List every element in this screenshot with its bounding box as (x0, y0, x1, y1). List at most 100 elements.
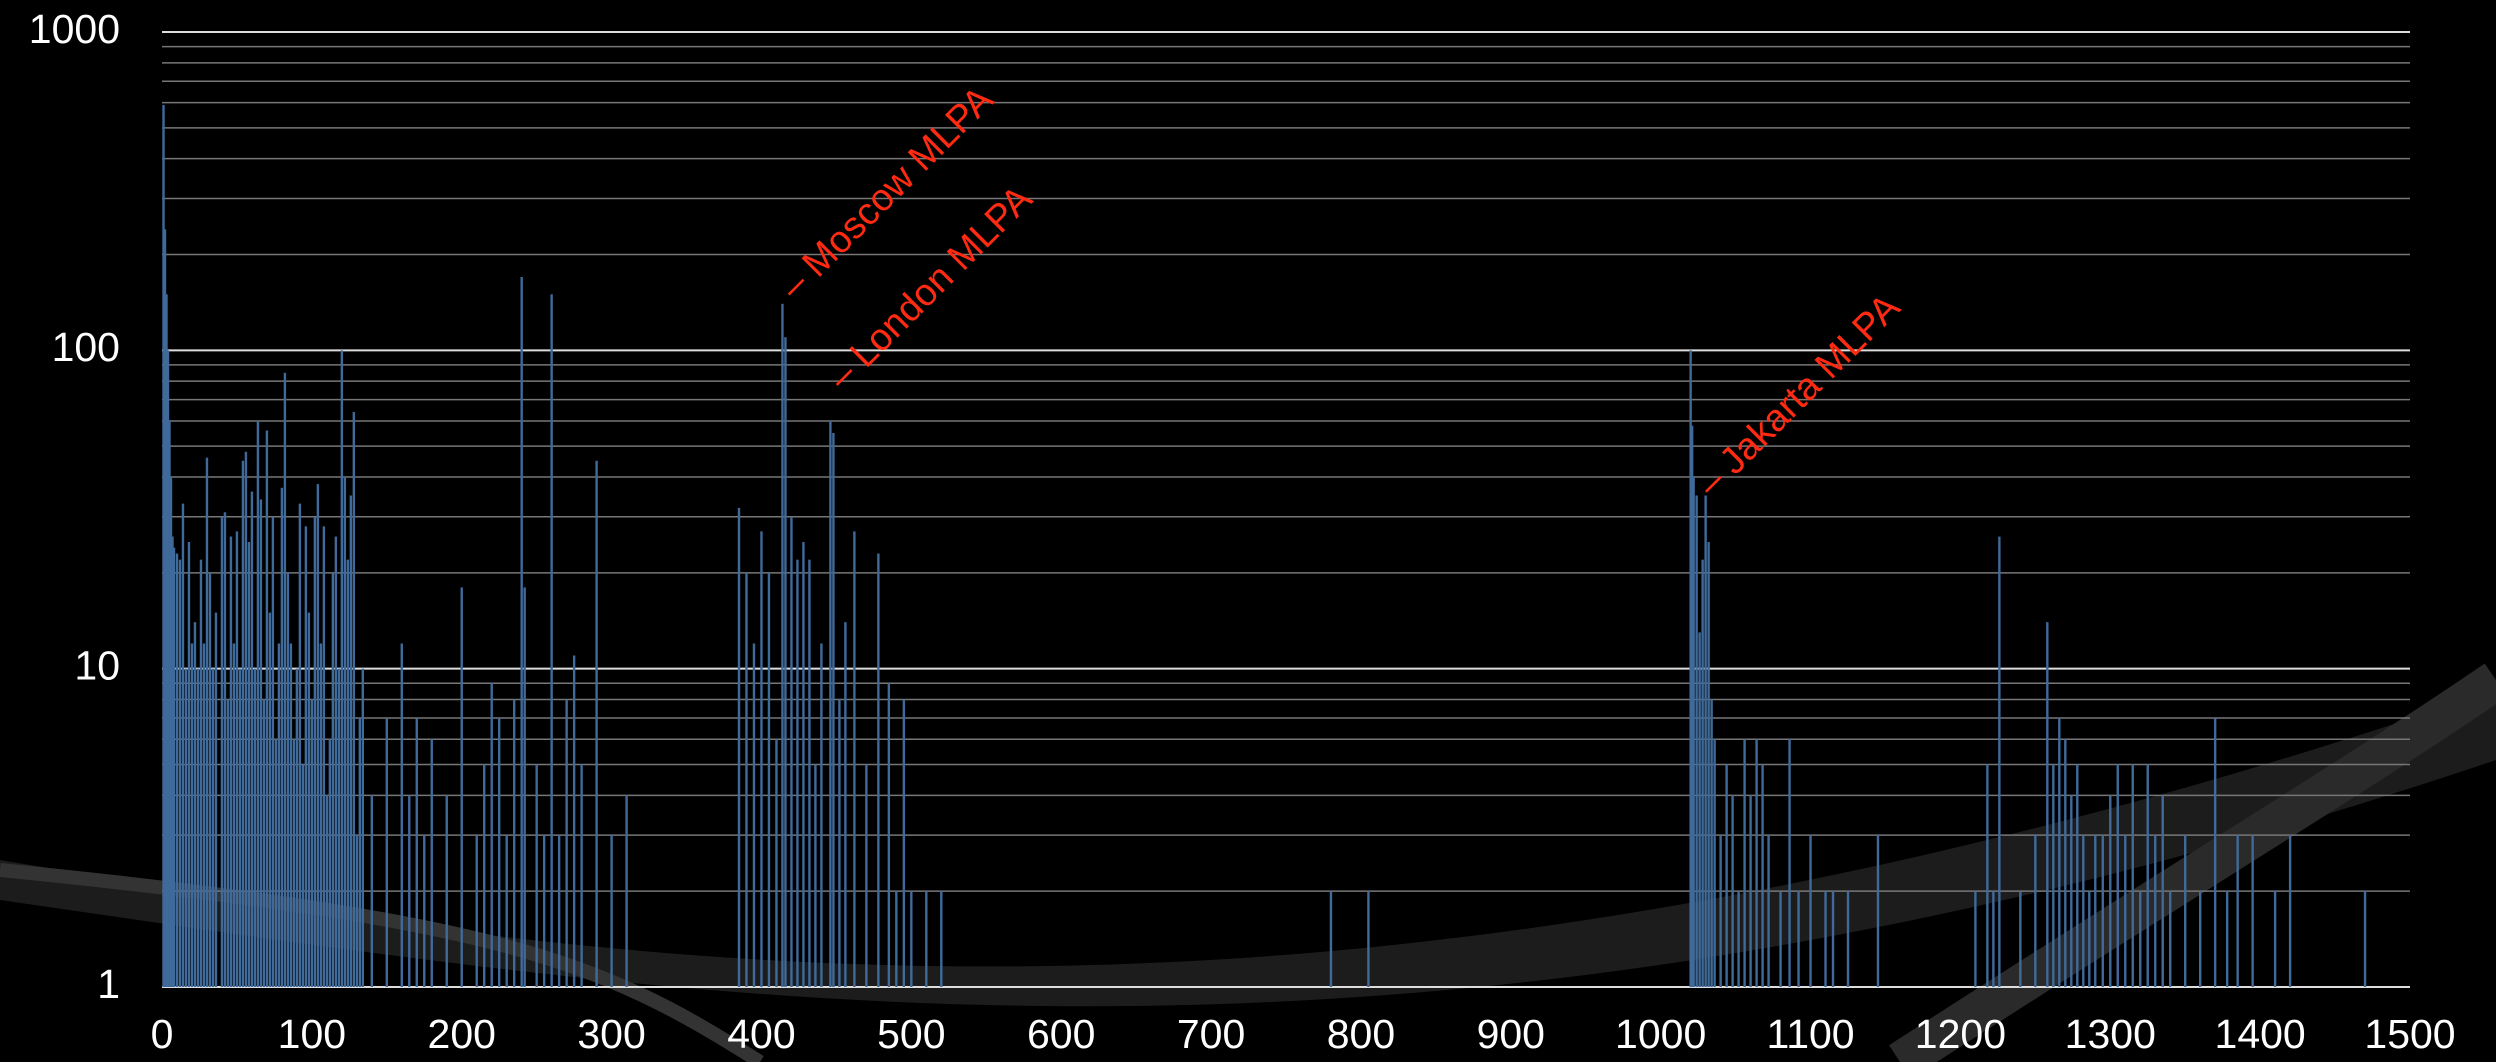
bar (226, 699, 230, 987)
bar (193, 622, 197, 987)
bar (865, 764, 868, 987)
bar (1998, 536, 2001, 987)
bar (199, 559, 203, 987)
bar (310, 699, 314, 987)
bar (887, 683, 891, 987)
bar (1779, 891, 1782, 987)
bar (2034, 835, 2037, 987)
bar (331, 572, 335, 987)
bar (2251, 835, 2254, 987)
x-tick-label: 400 (727, 1011, 795, 1057)
bar (1788, 739, 1791, 987)
bar (505, 835, 508, 987)
bar (244, 451, 248, 987)
bar (1731, 795, 1734, 987)
bar (2094, 835, 2097, 987)
bar (301, 764, 305, 987)
bar (808, 559, 811, 987)
bar (1692, 477, 1695, 987)
bar (2116, 764, 2119, 987)
bar (280, 487, 284, 987)
bar (178, 559, 182, 987)
bar (1725, 764, 1728, 987)
bar (292, 739, 296, 987)
x-tick-label: 1200 (1915, 1011, 2006, 1057)
bar (202, 643, 206, 987)
bar (781, 303, 784, 987)
background-decoration (0, 663, 2496, 1062)
x-tick-label: 1100 (1766, 1011, 1854, 1057)
bar (1974, 891, 1977, 987)
annotation: – Jakarta MLPA (1689, 286, 1908, 505)
bar (172, 547, 176, 987)
bar (304, 526, 308, 987)
bar (1704, 495, 1707, 987)
bar (784, 337, 787, 988)
bar (1698, 632, 1701, 987)
bar (1986, 764, 1989, 987)
bar (796, 559, 799, 987)
labels: 1 10 100 1000 0 100 200 300 400 500 600 700 800 900 10… (29, 6, 2456, 1057)
bar (343, 477, 347, 987)
bar (1749, 795, 1752, 987)
x-tick-label: 500 (877, 1011, 945, 1057)
bar (2161, 795, 2164, 987)
x-tick-label: 100 (278, 1011, 346, 1057)
bar (572, 655, 576, 987)
bar (169, 477, 173, 987)
bar (2236, 835, 2239, 987)
bar (355, 835, 359, 987)
bar (1695, 495, 1698, 987)
bar (171, 536, 174, 987)
bar (2198, 891, 2202, 987)
bar (2070, 795, 2073, 987)
bar (902, 699, 906, 987)
bar (235, 531, 239, 987)
bar (400, 643, 403, 987)
bar (361, 668, 365, 987)
bar (211, 668, 215, 987)
bar (1831, 891, 1835, 987)
bar (1329, 891, 1333, 987)
bar (349, 495, 353, 987)
bar (2154, 835, 2157, 987)
bar (2124, 835, 2127, 987)
bar (253, 668, 257, 987)
y-tick-label: 1 (97, 961, 120, 1007)
bar (844, 622, 847, 987)
bar (832, 432, 835, 987)
bar (820, 643, 823, 987)
x-tick-label: 1500 (2364, 1011, 2455, 1057)
bar (319, 643, 323, 987)
y-tick-label: 100 (52, 324, 120, 370)
bar (2064, 739, 2067, 987)
bar (610, 835, 613, 987)
bar (2363, 891, 2367, 987)
bar (1797, 891, 1800, 987)
bar (2082, 835, 2085, 987)
bar (2225, 891, 2229, 987)
bar (268, 612, 272, 987)
x-tick-label: 900 (1477, 1011, 1545, 1057)
bar (767, 572, 771, 987)
bar (1809, 835, 1812, 987)
x-tick-label: 1300 (2065, 1011, 2156, 1057)
bar (2169, 891, 2172, 987)
bar (346, 559, 350, 987)
bar (910, 891, 913, 987)
bar (802, 541, 805, 987)
bar (752, 643, 756, 987)
bar (1710, 699, 1713, 987)
bar (2052, 764, 2055, 987)
bar (512, 699, 516, 987)
bar (790, 516, 793, 987)
bar (1737, 891, 1740, 987)
bar (745, 572, 748, 987)
bar (283, 372, 287, 987)
bar (535, 764, 538, 987)
bar (229, 536, 233, 987)
bar (1690, 425, 1694, 987)
bar (550, 294, 553, 988)
